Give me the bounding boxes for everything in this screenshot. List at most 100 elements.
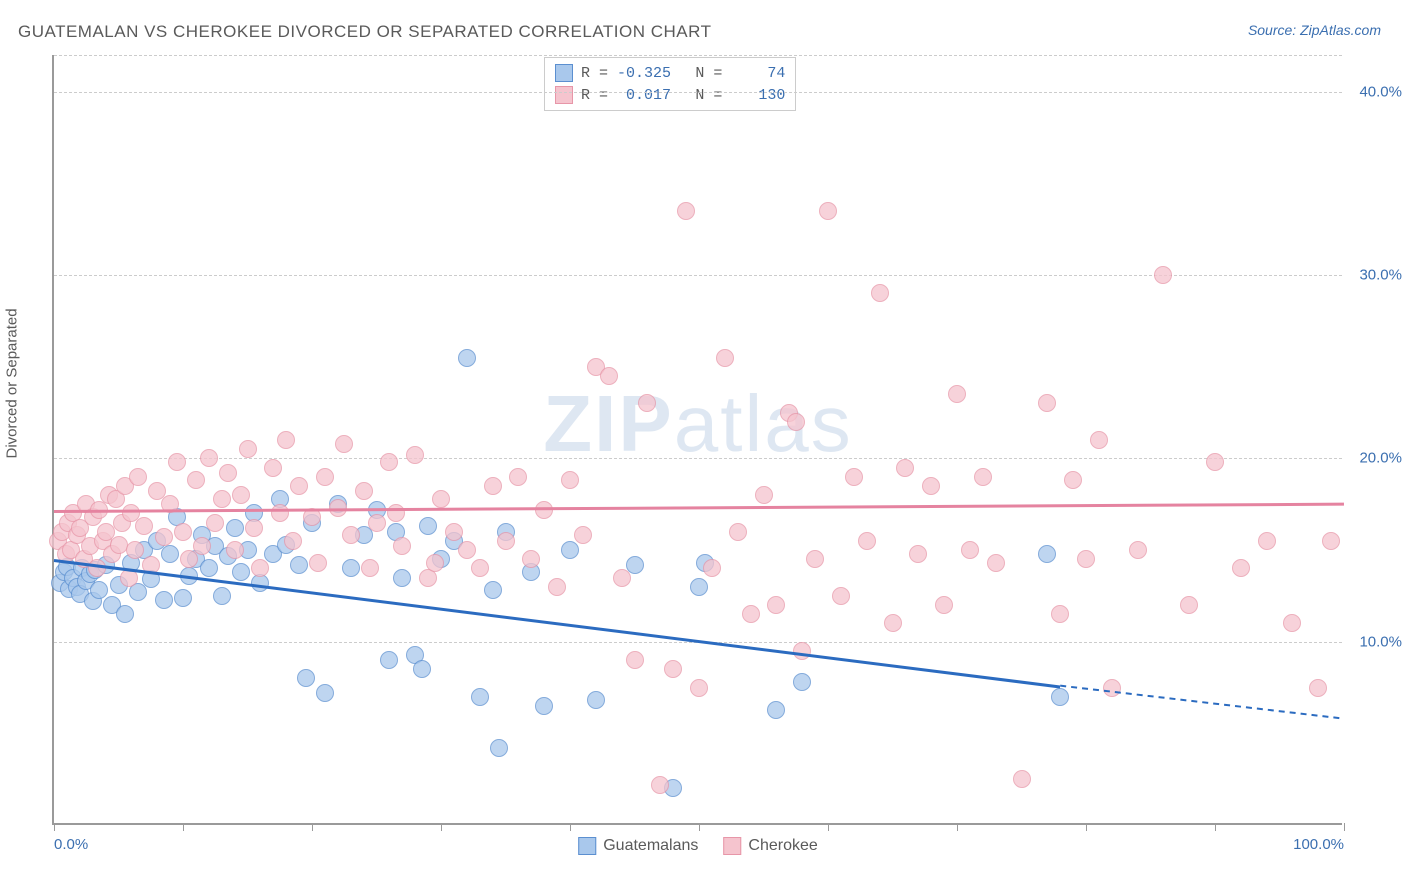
scatter-point — [219, 464, 237, 482]
scatter-point — [342, 559, 360, 577]
stats-row: R =0.017 N =130 — [555, 84, 785, 106]
scatter-point — [1090, 431, 1108, 449]
watermark-light: atlas — [674, 379, 853, 468]
scatter-point — [1154, 266, 1172, 284]
scatter-point — [239, 440, 257, 458]
legend-swatch — [723, 837, 741, 855]
scatter-point — [155, 591, 173, 609]
scatter-point — [1129, 541, 1147, 559]
scatter-point — [845, 468, 863, 486]
scatter-point — [613, 569, 631, 587]
grid-line — [54, 55, 1342, 56]
scatter-point — [1180, 596, 1198, 614]
scatter-point — [729, 523, 747, 541]
scatter-point — [548, 578, 566, 596]
scatter-point — [871, 284, 889, 302]
scatter-point — [245, 519, 263, 537]
watermark-bold: ZIP — [543, 379, 673, 468]
scatter-point — [88, 559, 106, 577]
scatter-point — [290, 556, 308, 574]
scatter-point — [380, 453, 398, 471]
scatter-point — [767, 701, 785, 719]
scatter-point — [380, 651, 398, 669]
scatter-point — [509, 468, 527, 486]
scatter-point — [342, 526, 360, 544]
source-link[interactable]: Source: ZipAtlas.com — [1248, 22, 1381, 38]
scatter-point — [561, 471, 579, 489]
scatter-point — [187, 471, 205, 489]
scatter-point — [206, 514, 224, 532]
scatter-point — [445, 523, 463, 541]
scatter-point — [264, 459, 282, 477]
scatter-point — [922, 477, 940, 495]
scatter-point — [935, 596, 953, 614]
scatter-point — [226, 541, 244, 559]
stat-label-r: R = — [581, 87, 608, 104]
stat-label-n: N = — [695, 65, 722, 82]
scatter-point — [755, 486, 773, 504]
scatter-point — [1051, 688, 1069, 706]
scatter-point — [677, 202, 695, 220]
scatter-point — [484, 581, 502, 599]
scatter-point — [393, 537, 411, 555]
scatter-point — [213, 490, 231, 508]
scatter-point — [200, 449, 218, 467]
scatter-point — [651, 776, 669, 794]
y-tick-label: 40.0% — [1359, 83, 1402, 100]
scatter-point — [129, 468, 147, 486]
scatter-point — [1232, 559, 1250, 577]
scatter-point — [664, 660, 682, 678]
scatter-point — [974, 468, 992, 486]
scatter-point — [690, 578, 708, 596]
x-tick — [570, 823, 571, 831]
scatter-point — [1038, 394, 1056, 412]
scatter-point — [522, 550, 540, 568]
scatter-point — [426, 554, 444, 572]
grid-line — [54, 92, 1342, 93]
scatter-point — [335, 435, 353, 453]
scatter-point — [1322, 532, 1340, 550]
scatter-point — [1206, 453, 1224, 471]
scatter-point — [271, 504, 289, 522]
scatter-point — [961, 541, 979, 559]
scatter-point — [232, 563, 250, 581]
scatter-point — [884, 614, 902, 632]
scatter-point — [284, 532, 302, 550]
x-tick — [312, 823, 313, 831]
chart-title: GUATEMALAN VS CHEROKEE DIVORCED OR SEPAR… — [18, 22, 711, 42]
scatter-point — [909, 545, 927, 563]
stat-value-n: 74 — [730, 65, 785, 82]
x-tick — [1086, 823, 1087, 831]
scatter-point — [742, 605, 760, 623]
legend-swatch — [555, 64, 573, 82]
scatter-point — [535, 697, 553, 715]
scatter-point — [1013, 770, 1031, 788]
scatter-point — [135, 517, 153, 535]
scatter-point — [587, 691, 605, 709]
scatter-point — [226, 519, 244, 537]
legend-item: Cherokee — [723, 837, 817, 855]
y-tick-label: 20.0% — [1359, 450, 1402, 467]
scatter-point — [200, 559, 218, 577]
scatter-point — [1258, 532, 1276, 550]
scatter-point — [355, 482, 373, 500]
scatter-point — [290, 477, 308, 495]
scatter-point — [458, 349, 476, 367]
grid-line — [54, 275, 1342, 276]
scatter-point — [251, 559, 269, 577]
stat-value-r: 0.017 — [616, 87, 671, 104]
scatter-point — [213, 587, 231, 605]
scatter-point — [787, 413, 805, 431]
scatter-point — [638, 394, 656, 412]
scatter-point — [1064, 471, 1082, 489]
scatter-point — [1077, 550, 1095, 568]
scatter-point — [626, 651, 644, 669]
scatter-point — [832, 587, 850, 605]
x-tick — [699, 823, 700, 831]
y-tick-label: 10.0% — [1359, 633, 1402, 650]
scatter-point — [806, 550, 824, 568]
scatter-point — [793, 642, 811, 660]
scatter-point — [368, 514, 386, 532]
legend-label: Cherokee — [748, 837, 817, 855]
scatter-point — [432, 490, 450, 508]
